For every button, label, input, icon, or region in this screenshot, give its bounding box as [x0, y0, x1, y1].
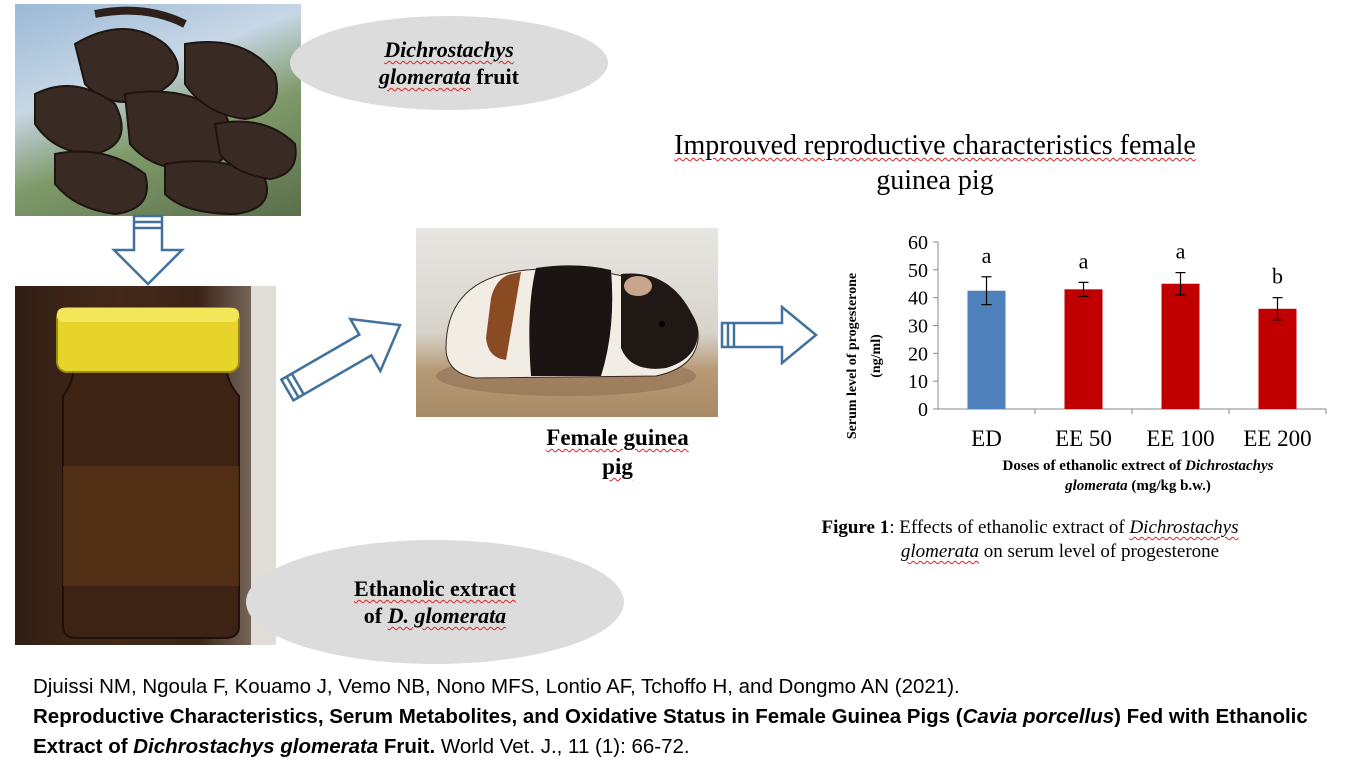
extract-label: Ethanolic extract of D. glomerata — [246, 540, 624, 664]
extract-label-line2-prefix: of — [363, 603, 388, 628]
citation: Djuissi NM, Ngoula F, Kouamo J, Vemo NB,… — [33, 672, 1343, 762]
fruit-label-line2-italic: glomerata — [379, 64, 471, 89]
chart-y-tick-label: 10 — [908, 371, 928, 393]
chart-bar — [1064, 289, 1103, 409]
chart-significance-letter: a — [1176, 239, 1186, 264]
down-arrow-icon — [110, 214, 186, 286]
chart-y-tick-label: 60 — [908, 232, 928, 254]
figure-caption-italic2: glomerata — [900, 541, 980, 562]
chart-y-tick-label: 40 — [908, 288, 928, 310]
chart-x-label-line1: Doses of ethanolic extrect of Dichrostac… — [1003, 458, 1274, 474]
extract-label-line2-italic: D. glomerata — [387, 603, 507, 628]
guinea-pig-caption-line1: Female guinea — [546, 425, 689, 450]
fruit-label: Dichrostachys glomerata fruit — [290, 16, 608, 110]
chart-x-tick-label: EE 200 — [1243, 426, 1311, 451]
guinea-pig-caption: Female guinea pig — [505, 423, 730, 481]
fruit-label-line1: Dichrostachys — [384, 37, 514, 62]
chart-bar — [1161, 283, 1200, 409]
citation-title-part2: ) Fed with Ethanolic Extract of — [33, 705, 1308, 758]
guinea-pig-caption-line2: pig — [602, 454, 633, 479]
headline-word1: Improuved reproductive characteristics f… — [674, 130, 1196, 161]
chart-bar — [967, 290, 1006, 409]
chart-significance-letter: b — [1272, 264, 1283, 289]
chart-y-tick-label: 30 — [908, 316, 928, 338]
chart-x-axis-label: Doses of ethanolic extrect of Dichrostac… — [1003, 458, 1274, 494]
chart-x-tick-label: ED — [971, 426, 1002, 451]
chart-x-label-line2: glomerata (mg/kg b.w.) — [1064, 478, 1211, 494]
diagonal-arrow-icon — [279, 317, 402, 403]
headline: Improuved reproductive characteristics f… — [575, 128, 1295, 198]
citation-title-italic1: Cavia porcellus — [962, 705, 1115, 728]
fruit-photo — [15, 4, 301, 216]
extract-bottle-photo — [15, 286, 276, 645]
progesterone-bar-chart: Serum level of progesterone (ng/ml) 0 10 20… — [845, 232, 1327, 494]
chart-significance-letter: a — [1079, 248, 1089, 273]
chart-x-label-italic2: glomerata — [1064, 478, 1128, 494]
extract-label-line1: Ethanolic extract — [354, 576, 516, 601]
chart-significance-letter: a — [982, 243, 992, 268]
citation-title-part1: Reproductive Characteristics, Serum Meta… — [33, 705, 963, 728]
figure-caption-italic1: Dichrostachys — [1129, 517, 1239, 538]
chart-x-label-rest: (mg/kg b.w.) — [1128, 478, 1211, 494]
citation-title-part3: Fruit. — [378, 735, 436, 758]
guinea-pig-photo — [416, 228, 718, 417]
figure-caption-rest: on serum level of progesterone — [979, 541, 1220, 562]
citation-journal: World Vet. J., 11 (1): 66-72. — [435, 735, 690, 758]
right-arrow-icon — [720, 305, 818, 365]
headline-line2: guinea pig — [876, 165, 994, 196]
chart-y-label-line2: (ng/ml) — [869, 334, 884, 378]
chart-x-label-prefix: Doses of ethanolic extrect of — [1003, 458, 1186, 474]
chart-bar — [1258, 308, 1297, 409]
figure-caption-text: : Effects of ethanolic extract of — [889, 517, 1130, 538]
chart-x-tick-label: EE 100 — [1146, 426, 1214, 451]
fruit-label-line2-rest: fruit — [470, 64, 519, 89]
chart-y-label-line1: Serum level of progesterone — [845, 273, 860, 439]
figure-caption: Figure 1: Effects of ethanolic extract o… — [690, 516, 1362, 564]
chart-y-axis-label: Serum level of progesterone (ng/ml) — [845, 273, 884, 439]
chart-y-tick-label: 0 — [918, 399, 928, 421]
citation-title-italic2: Dichrostachys glomerata — [133, 735, 379, 758]
chart-y-tick-label: 20 — [908, 343, 928, 365]
citation-authors: Djuissi NM, Ngoula F, Kouamo J, Vemo NB,… — [33, 675, 960, 698]
chart-y-tick-label: 50 — [908, 260, 928, 282]
chart-x-tick-label: EE 50 — [1055, 426, 1112, 451]
chart-x-label-italic1: Dichrostachys — [1184, 458, 1274, 474]
figure-caption-label: Figure 1 — [821, 517, 890, 538]
